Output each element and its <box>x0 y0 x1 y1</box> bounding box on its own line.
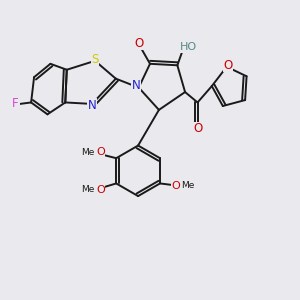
Text: O: O <box>96 147 105 157</box>
Text: HO: HO <box>179 43 197 52</box>
Text: F: F <box>12 98 19 110</box>
Text: O: O <box>193 122 202 135</box>
Text: O: O <box>96 185 105 195</box>
Text: O: O <box>171 181 180 191</box>
Text: N: N <box>132 79 141 92</box>
Text: Me: Me <box>181 181 194 190</box>
Text: S: S <box>91 53 99 66</box>
Text: N: N <box>88 99 96 112</box>
Text: O: O <box>134 37 144 50</box>
Text: Me: Me <box>81 185 94 194</box>
Text: O: O <box>224 59 233 72</box>
Text: Me: Me <box>81 148 94 157</box>
